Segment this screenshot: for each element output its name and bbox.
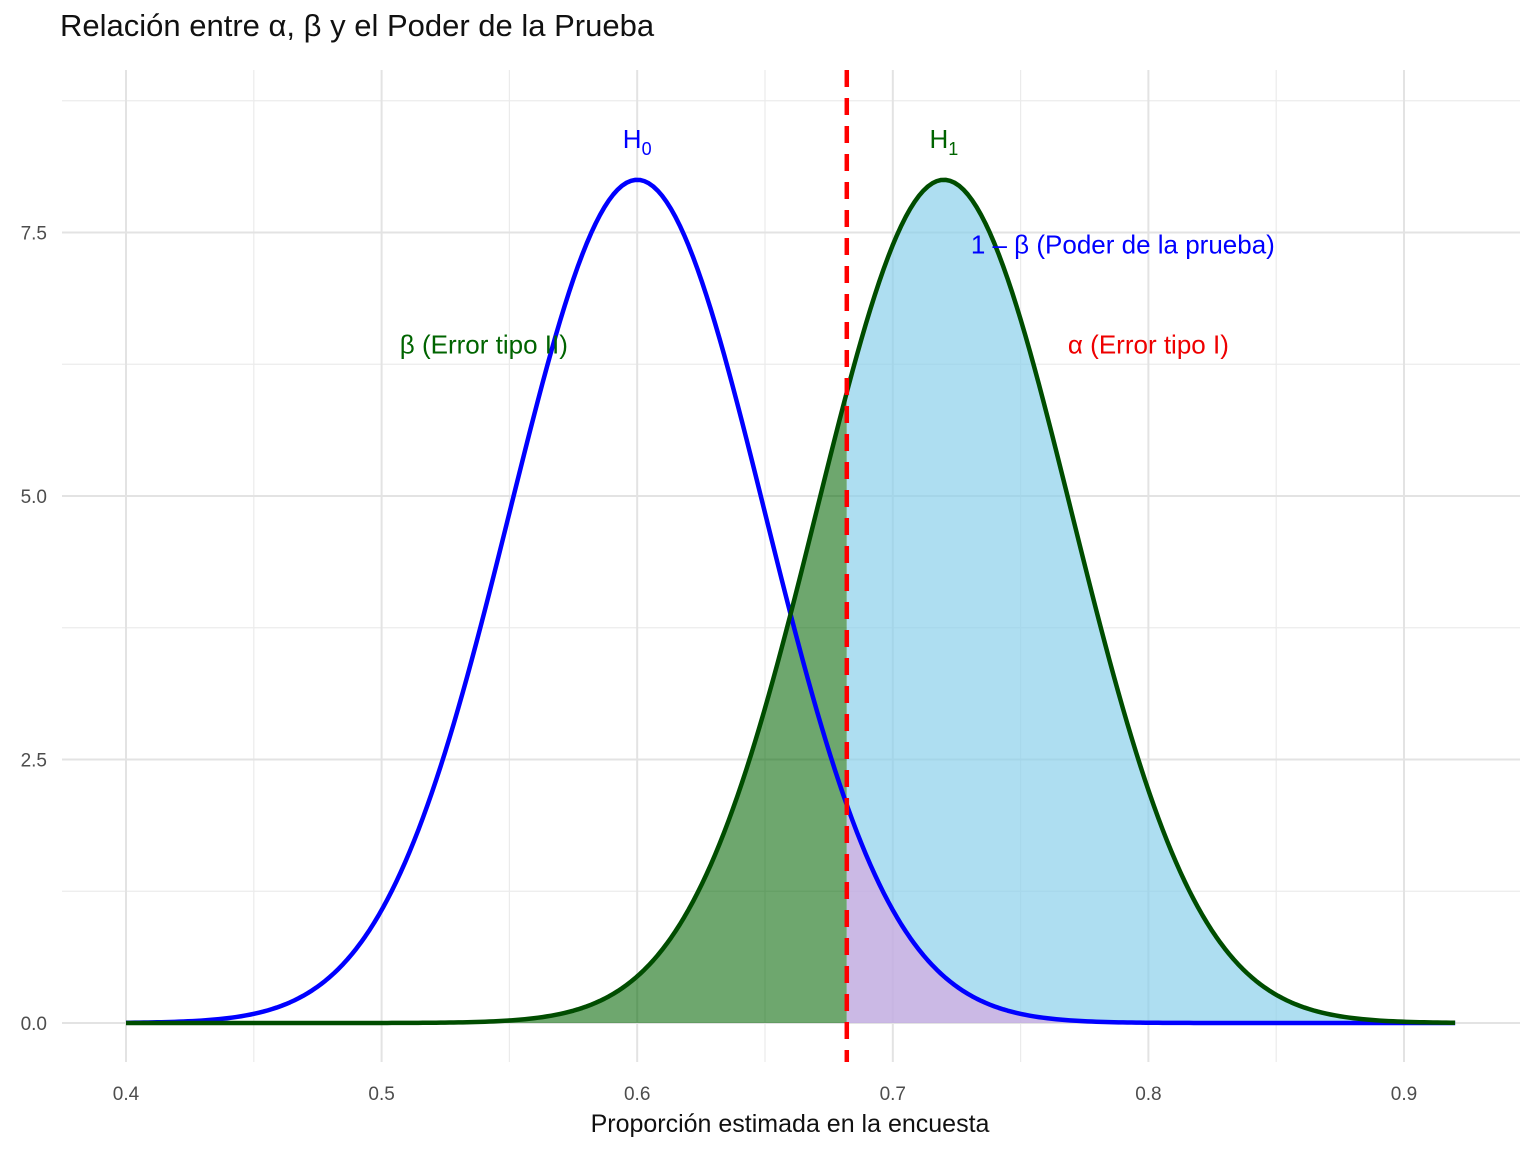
annotation-power-text: 1 – β (Poder de la prueba) [971,230,1275,260]
annotation-h0-text: H [623,124,642,154]
annotation-h0: H0 [623,124,652,159]
annotation-beta-text: β (Error tipo II) [400,330,568,360]
x-tick-label: 0.6 [624,1084,650,1105]
density-lines [125,177,1456,1026]
x-axis-title: Proporción estimada en la encuesta [591,1110,990,1138]
y-tick-label: 7.5 [21,224,47,245]
x-tick-label: 0.8 [1135,1084,1161,1105]
annotation-h1: H1 [930,124,959,159]
x-tick-label: 0.9 [1391,1084,1417,1105]
shaded-regions [126,179,1456,1024]
annotation-h1-text: H [930,124,949,154]
y-tick-label: 2.5 [21,751,47,772]
x-axis-ticks: 0.4 0.5 0.6 0.7 0.8 0.9 [113,1084,1417,1105]
annotation-alpha-text: α (Error tipo I) [1068,330,1229,360]
annotations: H0 H11 – β (Poder de la prueba)β (Error t… [400,124,1275,360]
annotation-beta: β (Error tipo II) [400,330,568,360]
y-axis-ticks: 0.0 2.5 5.0 7.5 [21,224,47,1036]
y-tick-label: 5.0 [21,487,47,508]
x-tick-label: 0.7 [880,1084,906,1105]
series-line-h1 [126,177,1456,1026]
annotation-h0-subscript: 0 [642,139,652,159]
alpha-region [846,804,1456,1023]
x-tick-label: 0.5 [368,1084,394,1105]
annotation-power: 1 – β (Poder de la prueba) [971,230,1275,260]
y-tick-label: 0.0 [21,1014,47,1035]
beta-region [126,392,847,1023]
chart-title: Relación entre α, β y el Poder de la Pru… [60,8,655,43]
annotation-alpha: α (Error tipo I) [1068,330,1229,360]
power-region [846,179,1456,1024]
x-tick-label: 0.4 [113,1084,140,1105]
annotation-h1-subscript: 1 [948,139,958,159]
